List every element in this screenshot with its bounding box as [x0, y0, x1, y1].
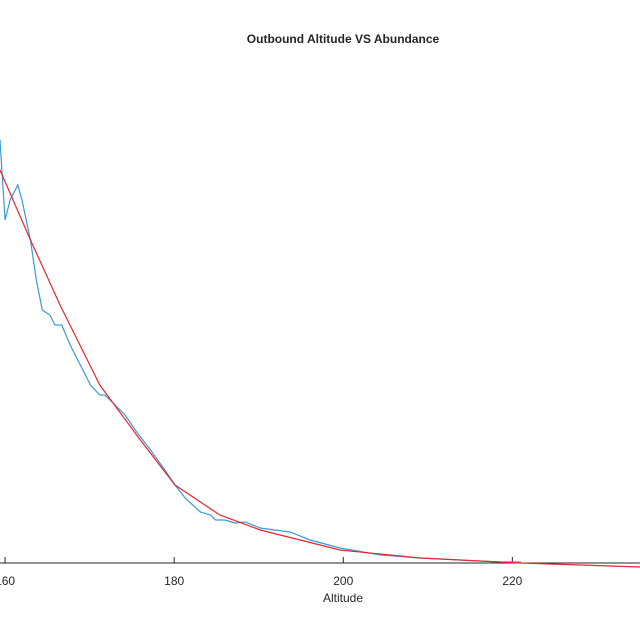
x-tick-label: 180	[164, 574, 184, 588]
chart-title: Outbound Altitude VS Abundance	[247, 32, 440, 46]
x-tick-label: 200	[333, 574, 353, 588]
series-line	[0, 169, 640, 568]
x-axis-label: Altitude	[323, 591, 363, 605]
x-tick-label: 220	[502, 574, 522, 588]
x-tick-label: 160	[0, 574, 15, 588]
series-line	[0, 139, 521, 563]
